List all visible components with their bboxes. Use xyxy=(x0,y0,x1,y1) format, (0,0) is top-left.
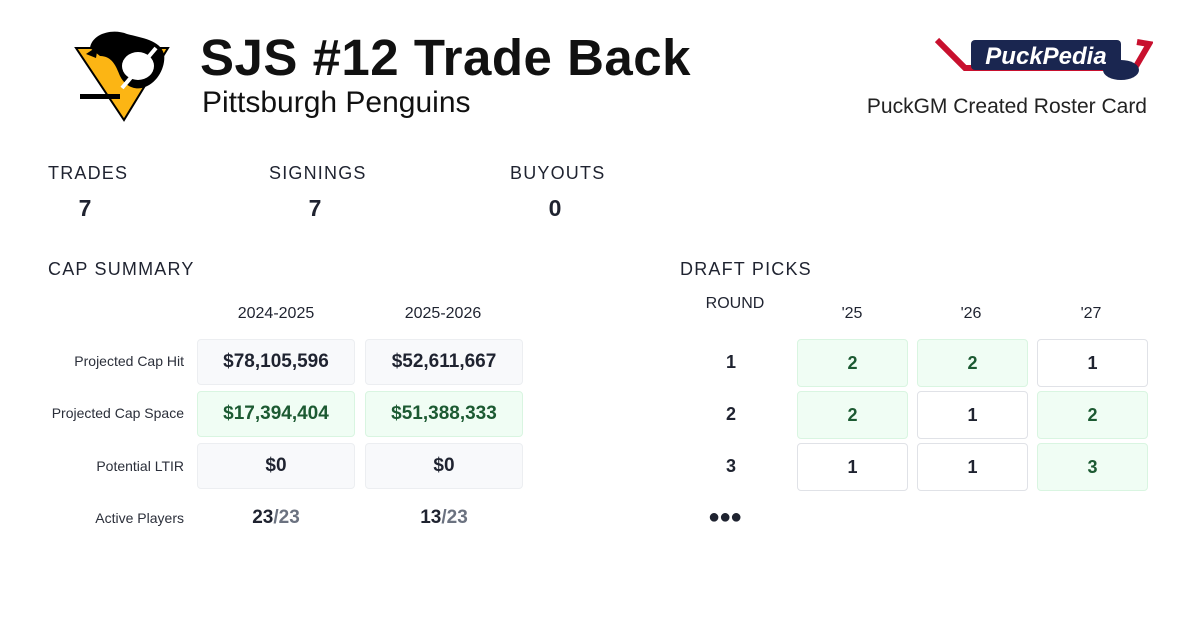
year-header: '25 xyxy=(841,305,863,322)
year-header: '27 xyxy=(1080,305,1102,322)
season-header: 2025-2026 xyxy=(404,305,482,322)
pick-count-cell: 1 xyxy=(797,443,908,491)
round-header: ROUND xyxy=(705,295,765,312)
pick-count-cell: 2 xyxy=(1037,391,1148,439)
stat-signings-label: SIGNINGS xyxy=(269,163,367,183)
season-header: 2024-2025 xyxy=(237,305,315,322)
pick-count-cell: 1 xyxy=(1037,339,1148,387)
credit-text: PuckGM Created Roster Card xyxy=(866,95,1147,118)
ltir-cell: $0 xyxy=(197,443,355,489)
puckpedia-logo-text: PuckPedia xyxy=(985,43,1106,70)
cap-space-cell: $17,394,404 xyxy=(197,391,355,437)
more-indicator[interactable]: ●●● xyxy=(708,506,742,528)
stat-buyouts-value: 0 xyxy=(548,195,562,221)
active-players-value: 23/23 xyxy=(197,507,355,529)
active-players-value: 13/23 xyxy=(365,507,523,529)
active-max: /23 xyxy=(273,507,300,528)
pick-count-cell: 1 xyxy=(917,443,1028,491)
active-count: 13 xyxy=(420,507,442,528)
stat-buyouts-label: BUYOUTS xyxy=(510,163,606,183)
row-label: Active Players xyxy=(95,510,184,526)
stat-signings-value: 7 xyxy=(308,195,322,221)
pick-count-cell: 3 xyxy=(1037,443,1148,491)
pick-count-cell: 2 xyxy=(797,339,908,387)
pick-count-cell: 2 xyxy=(797,391,908,439)
team-name: Pittsburgh Penguins xyxy=(202,86,471,119)
year-header: '26 xyxy=(960,305,982,322)
active-max: /23 xyxy=(441,507,468,528)
pick-count-cell: 2 xyxy=(917,339,1028,387)
stat-trades-value: 7 xyxy=(78,195,92,221)
pick-count-cell: 1 xyxy=(917,391,1028,439)
active-count: 23 xyxy=(252,507,274,528)
stat-trades-label: TRADES xyxy=(48,163,129,183)
ltir-cell: $0 xyxy=(365,443,523,489)
puckpedia-logo: PuckPedia xyxy=(935,37,1153,80)
cap-space-cell: $51,388,333 xyxy=(365,391,523,437)
row-label: Projected Cap Space xyxy=(51,405,184,421)
round-number: 2 xyxy=(725,404,736,424)
penguins-logo xyxy=(74,31,170,122)
cap-hit-cell: $52,611,667 xyxy=(365,339,523,385)
round-number: 3 xyxy=(725,456,736,476)
draft-picks-heading: DRAFT PICKS xyxy=(680,259,812,279)
row-label: Potential LTIR xyxy=(96,458,184,474)
page-title: SJS #12 Trade Back xyxy=(200,29,691,86)
cap-hit-cell: $78,105,596 xyxy=(197,339,355,385)
row-label: Projected Cap Hit xyxy=(74,353,184,369)
round-number: 1 xyxy=(725,352,736,372)
cap-summary-heading: CAP SUMMARY xyxy=(48,259,195,279)
